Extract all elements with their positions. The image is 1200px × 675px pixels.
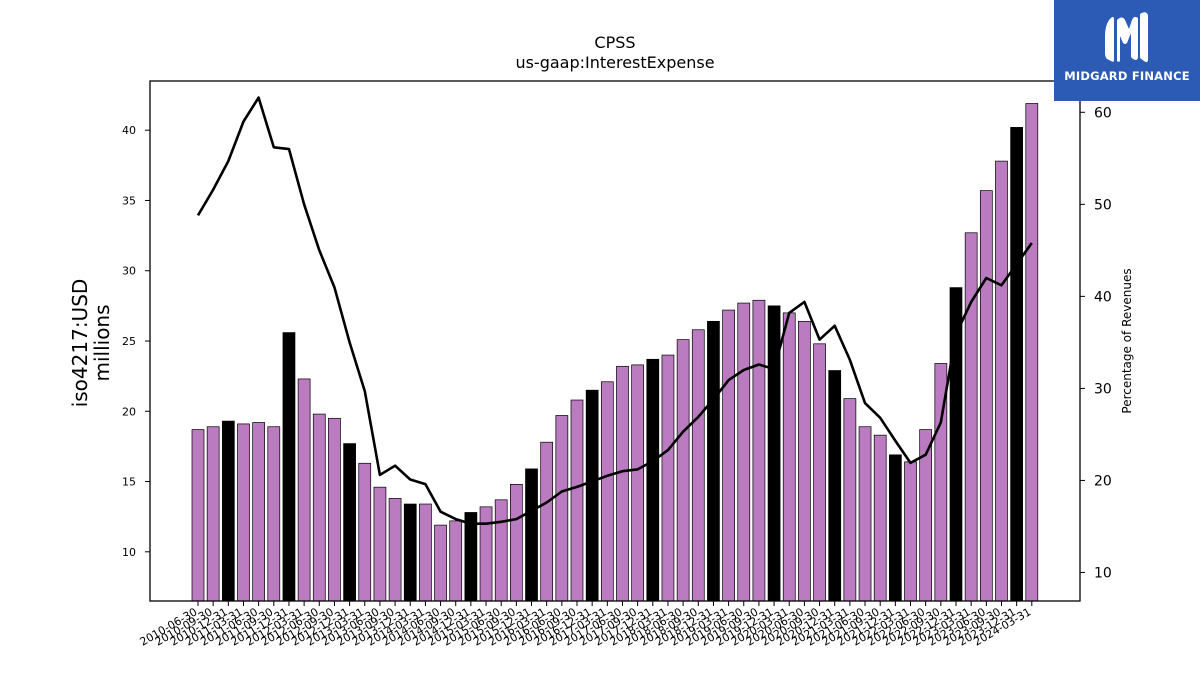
bar-2014-06-30 bbox=[434, 524, 447, 602]
bar-2013-09-30 bbox=[388, 498, 402, 602]
left-tick-label: 30 bbox=[122, 265, 136, 278]
bar-2012-12-31 bbox=[343, 443, 356, 602]
right-tick-label: 60 bbox=[1094, 105, 1112, 121]
bar-2013-12-31 bbox=[403, 503, 417, 602]
bar-2013-03-31 bbox=[358, 462, 372, 602]
bar-2014-09-30 bbox=[449, 520, 463, 602]
bar-2019-09-30 bbox=[752, 299, 766, 602]
y-axis-label: iso4217:USDmillions bbox=[68, 279, 114, 408]
bar-2015-12-31 bbox=[525, 468, 538, 602]
bar-2010-09-30 bbox=[206, 426, 220, 602]
bar-2018-06-30 bbox=[676, 339, 690, 602]
bar-2022-03-31 bbox=[904, 461, 917, 602]
bar-2011-12-31 bbox=[282, 332, 296, 602]
left-tick-label: 20 bbox=[122, 405, 136, 418]
bar-2014-03-31 bbox=[419, 503, 432, 602]
midgard-m-logo-icon bbox=[1105, 12, 1148, 63]
bar-2011-09-30 bbox=[267, 426, 281, 602]
bar-2023-09-30 bbox=[995, 160, 1008, 602]
bar-2011-06-30 bbox=[252, 422, 265, 602]
bar-2023-03-31 bbox=[964, 232, 978, 602]
bar-2015-06-30 bbox=[494, 499, 508, 602]
right-tick-label: 20 bbox=[1094, 473, 1112, 489]
bar-2010-06-30 bbox=[191, 429, 205, 602]
right-tick-label: 30 bbox=[1094, 381, 1112, 397]
axes-layer: 101520253035401020304050602010-06-302010… bbox=[68, 105, 1134, 648]
bar-2023-12-31 bbox=[1010, 127, 1023, 602]
bar-2017-03-31 bbox=[600, 381, 614, 602]
bar-2013-06-30 bbox=[373, 486, 387, 602]
left-tick-label: 40 bbox=[122, 124, 136, 137]
left-tick-label: 25 bbox=[122, 335, 136, 348]
bar-2012-09-30 bbox=[328, 417, 341, 602]
bar-2017-09-30 bbox=[631, 364, 644, 602]
bar-2023-06-30 bbox=[979, 190, 993, 602]
line-layer bbox=[196, 96, 1033, 526]
bars-layer bbox=[191, 103, 1039, 602]
bar-2020-12-31 bbox=[828, 370, 842, 602]
bar-2016-06-30 bbox=[555, 415, 569, 602]
bar-2014-12-31 bbox=[464, 512, 478, 602]
right-tick-label: 40 bbox=[1094, 289, 1112, 305]
revenue-pct-line bbox=[196, 96, 1033, 526]
bar-2020-03-31 bbox=[782, 312, 796, 602]
chart-subtitle: us-gaap:InterestExpense bbox=[515, 53, 715, 72]
chart-title: CPSS bbox=[594, 33, 636, 52]
bar-2016-09-30 bbox=[570, 399, 584, 602]
bar-2019-06-30 bbox=[737, 302, 751, 602]
bar-2012-06-30 bbox=[312, 413, 326, 602]
bar-2020-06-30 bbox=[798, 320, 811, 602]
bar-2015-03-31 bbox=[479, 506, 493, 602]
bar-2017-12-31 bbox=[646, 358, 660, 602]
right-tick-label: 50 bbox=[1094, 197, 1112, 213]
bar-2019-03-31 bbox=[722, 309, 735, 602]
bar-2016-03-31 bbox=[540, 441, 554, 602]
bar-2021-12-31 bbox=[889, 454, 902, 602]
left-tick-label: 10 bbox=[122, 546, 136, 559]
left-tick-label: 35 bbox=[122, 194, 136, 207]
bar-2015-09-30 bbox=[510, 484, 523, 602]
bar-2018-09-30 bbox=[691, 329, 705, 602]
left-tick-label: 15 bbox=[122, 476, 136, 489]
bar-2018-03-31 bbox=[661, 354, 675, 602]
bar-2011-03-31 bbox=[237, 423, 250, 602]
bar-2020-09-30 bbox=[813, 343, 826, 602]
bar-2016-12-31 bbox=[585, 389, 599, 602]
logo-text: MIDGARD FINANCE bbox=[1064, 69, 1190, 83]
bar-2021-09-30 bbox=[873, 434, 887, 602]
bar-2018-12-31 bbox=[707, 320, 720, 602]
bar-2024-03-31 bbox=[1025, 103, 1039, 602]
y2-axis-label: Percentage of Revenues bbox=[1120, 268, 1134, 413]
bar-2017-06-30 bbox=[616, 365, 629, 602]
bar-2010-12-31 bbox=[221, 420, 235, 602]
midgard-finance-logo: MIDGARD FINANCE bbox=[1054, 0, 1200, 101]
bar-2012-03-31 bbox=[297, 378, 311, 602]
right-tick-label: 10 bbox=[1094, 565, 1112, 581]
bar-2021-03-31 bbox=[843, 398, 857, 602]
bar-2021-06-30 bbox=[858, 426, 872, 602]
